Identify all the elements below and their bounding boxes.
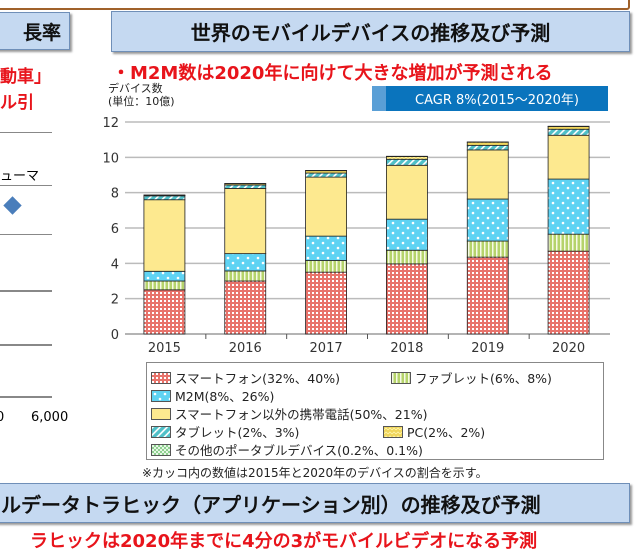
legend-item-tablet: タブレット(2%、3%) <box>151 422 299 441</box>
bar-segment-2017-s4 <box>306 173 347 177</box>
legend-item-feature-phone: スマートフォン以外の携帯電話(50%、21%) <box>151 404 427 423</box>
legend-label: スマートフォン以外の携帯電話(50%、21%) <box>175 404 427 423</box>
left-axis-tick: 0 <box>0 410 4 425</box>
legend-label: M2M(8%、26%) <box>175 386 274 405</box>
tablet-swatch-icon <box>151 426 171 438</box>
legend-item-other-portable: その他のポータブルデバイス(0.2%、0.1%) <box>151 440 423 459</box>
chart-legend: スマートフォン(32%、40%) ファブレット(6%、8%) M2M(8%、26… <box>146 362 604 460</box>
x-tick-label: 2020 <box>552 341 585 356</box>
bar-segment-2017-s2 <box>306 236 347 260</box>
legend-label: ファブレット(6%、8%) <box>415 368 552 387</box>
y-tick-label: 4 <box>111 257 119 272</box>
y-tick-label: 8 <box>111 187 119 202</box>
bar-segment-2016-s1 <box>225 271 266 281</box>
y-tick-label: 12 <box>102 116 119 131</box>
bar-segment-2017-s0 <box>306 272 347 334</box>
bar-segment-2016-s2 <box>225 254 266 271</box>
bar-segment-2017-s1 <box>306 261 347 273</box>
bar-segment-2020-s0 <box>548 251 589 334</box>
legend-item-phablet: ファブレット(6%、8%) <box>391 368 552 387</box>
bar-segment-2019-s2 <box>467 199 508 241</box>
bar-segment-2017-s3 <box>306 177 347 236</box>
bar-segment-2018-s3 <box>386 165 427 219</box>
legend-item-m2m: M2M(8%、26%) <box>151 386 274 405</box>
bar-segment-2016-s0 <box>225 281 266 334</box>
x-tick-label: 2018 <box>390 341 423 356</box>
bar-segment-2019-s3 <box>467 150 508 199</box>
other-portable-swatch-icon <box>151 444 171 456</box>
bottom-section-header: ルデータトラヒック（アプリケーション別）の推移及び予測 <box>0 483 630 523</box>
bar-segment-2018-s1 <box>386 250 427 264</box>
bar-segment-2018-s0 <box>386 264 427 334</box>
y-tick-label: 0 <box>111 328 119 343</box>
legend-label: その他のポータブルデバイス(0.2%、0.1%) <box>175 440 423 459</box>
bar-segment-2019-s1 <box>467 241 508 257</box>
x-tick-label: 2016 <box>229 341 262 356</box>
bar-segment-2015-s2 <box>144 271 185 281</box>
x-tick-label: 2015 <box>148 341 181 356</box>
y-tick-label: 6 <box>111 222 119 237</box>
feature-phone-swatch-icon <box>151 408 171 420</box>
legend-label: スマートフォン(32%、40%) <box>175 368 340 387</box>
legend-label: タブレット(2%、3%) <box>175 422 299 441</box>
smartphone-swatch-icon <box>151 372 171 384</box>
bar-segment-2019-s0 <box>467 257 508 334</box>
legend-item-smartphone: スマートフォン(32%、40%) <box>151 368 340 387</box>
x-tick-label: 2019 <box>471 341 504 356</box>
bar-segment-2020-s1 <box>548 234 589 251</box>
bottom-red-text: ラヒックは2020年までに4分の3がモバイルビデオになる予測 <box>30 527 537 553</box>
bar-segment-2016-s4 <box>225 185 266 188</box>
bar-segment-2015-s1 <box>144 281 185 290</box>
bar-segment-2016-s3 <box>225 188 266 253</box>
y-tick-label: 10 <box>102 151 119 166</box>
y-tick-label: 2 <box>111 293 119 308</box>
bar-segment-2015-s0 <box>144 290 185 334</box>
x-tick-label: 2017 <box>310 341 343 356</box>
pc-swatch-icon <box>383 426 403 438</box>
legend-item-pc: PC(2%、2%) <box>383 422 485 441</box>
left-axis-line <box>0 396 52 398</box>
bar-segment-2020-s2 <box>548 179 589 234</box>
left-axis-tick: 6,000 <box>31 410 68 425</box>
chart-note: ※カッコ内の数値は2015年と2020年のデバイスの割合を示す。 <box>142 464 488 481</box>
bar-segment-2020-s4 <box>548 129 589 135</box>
m2m-swatch-icon <box>151 390 171 402</box>
legend-label: PC(2%、2%) <box>407 422 485 441</box>
stacked-bar-chart: 0 2 4 6 8 10 12 2015 2016 2017 2018 2019 2020 <box>0 0 639 360</box>
bar-segment-2018-s2 <box>386 219 427 250</box>
bar-segment-2018-s4 <box>386 159 427 165</box>
bar-segment-2015-s4 <box>144 196 185 200</box>
phablet-swatch-icon <box>391 372 411 384</box>
bar-segment-2015-s3 <box>144 200 185 272</box>
bar-segment-2019-s4 <box>467 145 508 150</box>
bar-segment-2020-s3 <box>548 135 589 179</box>
